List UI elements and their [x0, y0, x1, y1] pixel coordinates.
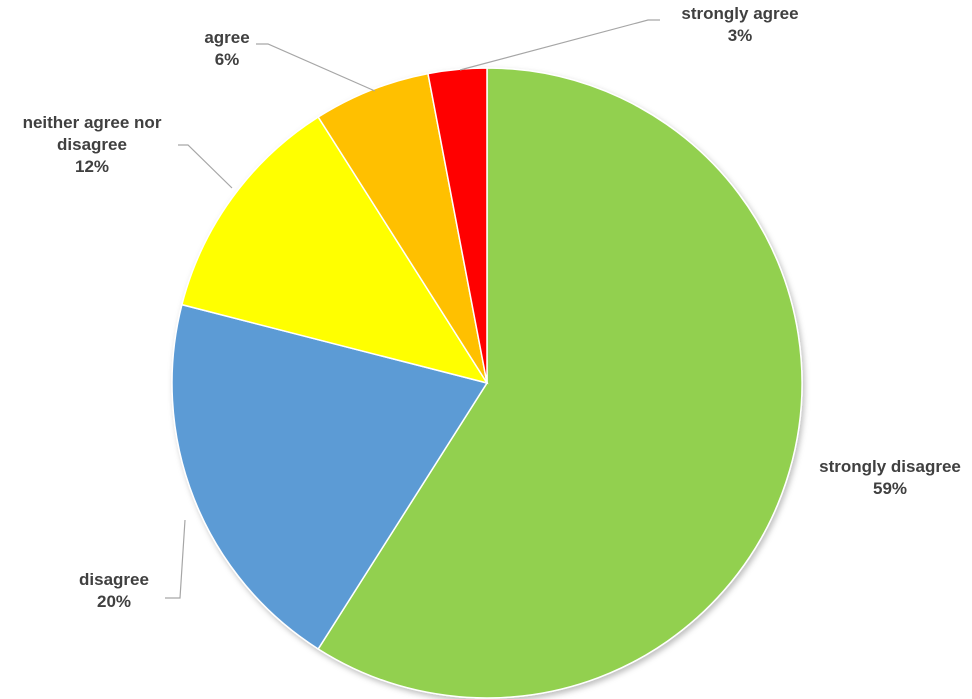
leader-line-strongly-agree: [459, 19, 660, 71]
data-label-category: disagree: [79, 570, 149, 589]
data-labels: strongly disagree 59% disagree 20% neither a…: [23, 4, 961, 611]
data-label-category: disagree: [57, 135, 127, 154]
data-label-category: strongly disagree: [819, 457, 961, 476]
data-label-percent: 20%: [97, 592, 131, 611]
data-label-percent: 3%: [728, 26, 753, 45]
data-label-category: neither agree nor: [23, 113, 162, 132]
slice-strongly-agree: [427, 67, 488, 384]
leader-line-agree: [256, 43, 376, 92]
data-label-neither-agree-nor-disagree: neither agree nor disagree 12%: [23, 113, 162, 176]
leader-line-neither-agree-nor-disagree: [178, 144, 233, 189]
leader-lines: [165, 19, 660, 599]
data-label-percent: 6%: [215, 50, 240, 69]
slice-agree: [317, 72, 488, 384]
leader-line-disagree: [165, 519, 186, 599]
data-label-disagree: disagree 20%: [79, 570, 149, 611]
data-label-agree: agree 6%: [204, 28, 249, 69]
data-label-percent: 12%: [75, 157, 109, 176]
slice-strongly-disagree: [317, 67, 803, 699]
pie-slices: [171, 67, 803, 699]
data-label-strongly-agree: strongly agree 3%: [681, 4, 798, 45]
data-label-category: strongly agree: [681, 4, 798, 23]
data-label-percent: 59%: [873, 479, 907, 498]
data-label-category: agree: [204, 28, 249, 47]
data-label-strongly-disagree: strongly disagree 59%: [819, 457, 961, 498]
slice-disagree: [171, 303, 489, 650]
slice-neither-agree-nor-disagree: [180, 116, 489, 385]
